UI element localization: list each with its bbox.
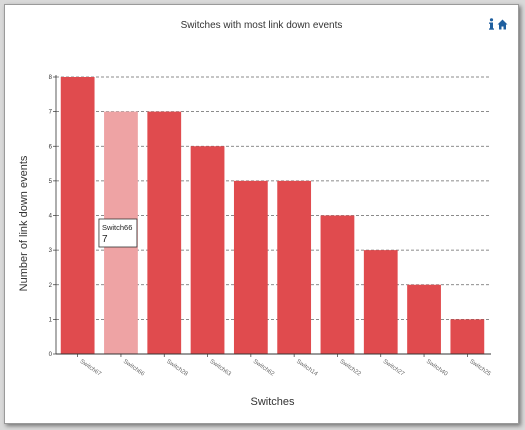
bar-switch40[interactable] xyxy=(407,284,441,354)
bar-chart: 0 1 2 3 4 5 6 7 8 Switch67 Switch66 Switch28 Switch6… xyxy=(18,75,492,408)
y-tick-label: 6 xyxy=(49,144,53,150)
x-tick-label: Switch22 xyxy=(338,359,362,378)
x-tick-label: Switch25 xyxy=(468,359,492,378)
tooltip-value: 7 xyxy=(102,234,108,245)
x-tick-label: Switch62 xyxy=(252,359,276,378)
bar-switch67[interactable] xyxy=(60,77,95,354)
y-tick-label: 3 xyxy=(49,248,53,254)
x-tick-label: Switch14 xyxy=(295,359,319,378)
y-tick-label: 0 xyxy=(49,352,53,358)
y-tick-label: 8 xyxy=(49,75,53,81)
x-axis-title: Switches xyxy=(250,396,295,408)
x-tick-label: Switch28 xyxy=(165,359,189,378)
home-icon[interactable] xyxy=(497,19,508,30)
y-tick-label: 4 xyxy=(49,214,53,220)
x-tick-label: Switch27 xyxy=(382,359,406,378)
y-tick-label: 1 xyxy=(49,317,53,323)
bar-switch28[interactable] xyxy=(147,111,182,354)
chart-toolbar xyxy=(488,18,508,30)
bar-switch27[interactable] xyxy=(363,250,398,354)
bar-switch22[interactable] xyxy=(320,215,355,355)
tooltip-category: Switch66 xyxy=(102,223,132,232)
bar-switch14[interactable] xyxy=(277,180,312,354)
tooltip: Switch66 7 xyxy=(98,218,138,248)
chart-card: Switches with most link down events 0 1 2 3… xyxy=(4,4,519,424)
y-tick-label: 7 xyxy=(49,110,53,116)
x-tick-label: Switch40 xyxy=(425,359,449,378)
bar-switch62[interactable] xyxy=(233,180,268,354)
x-tick-label: Switch63 xyxy=(208,359,232,378)
y-tick-label: 5 xyxy=(49,179,53,185)
bar-switch63[interactable] xyxy=(190,146,225,354)
y-axis-title: Number of link down events xyxy=(18,155,30,291)
info-icon[interactable] xyxy=(488,18,495,30)
x-tick-label: Switch67 xyxy=(79,359,103,378)
chart-title: Switches with most link down events xyxy=(180,20,343,31)
bar-switch25[interactable] xyxy=(450,319,485,354)
y-tick-label: 2 xyxy=(49,283,53,289)
x-tick-label: Switch66 xyxy=(122,359,146,378)
